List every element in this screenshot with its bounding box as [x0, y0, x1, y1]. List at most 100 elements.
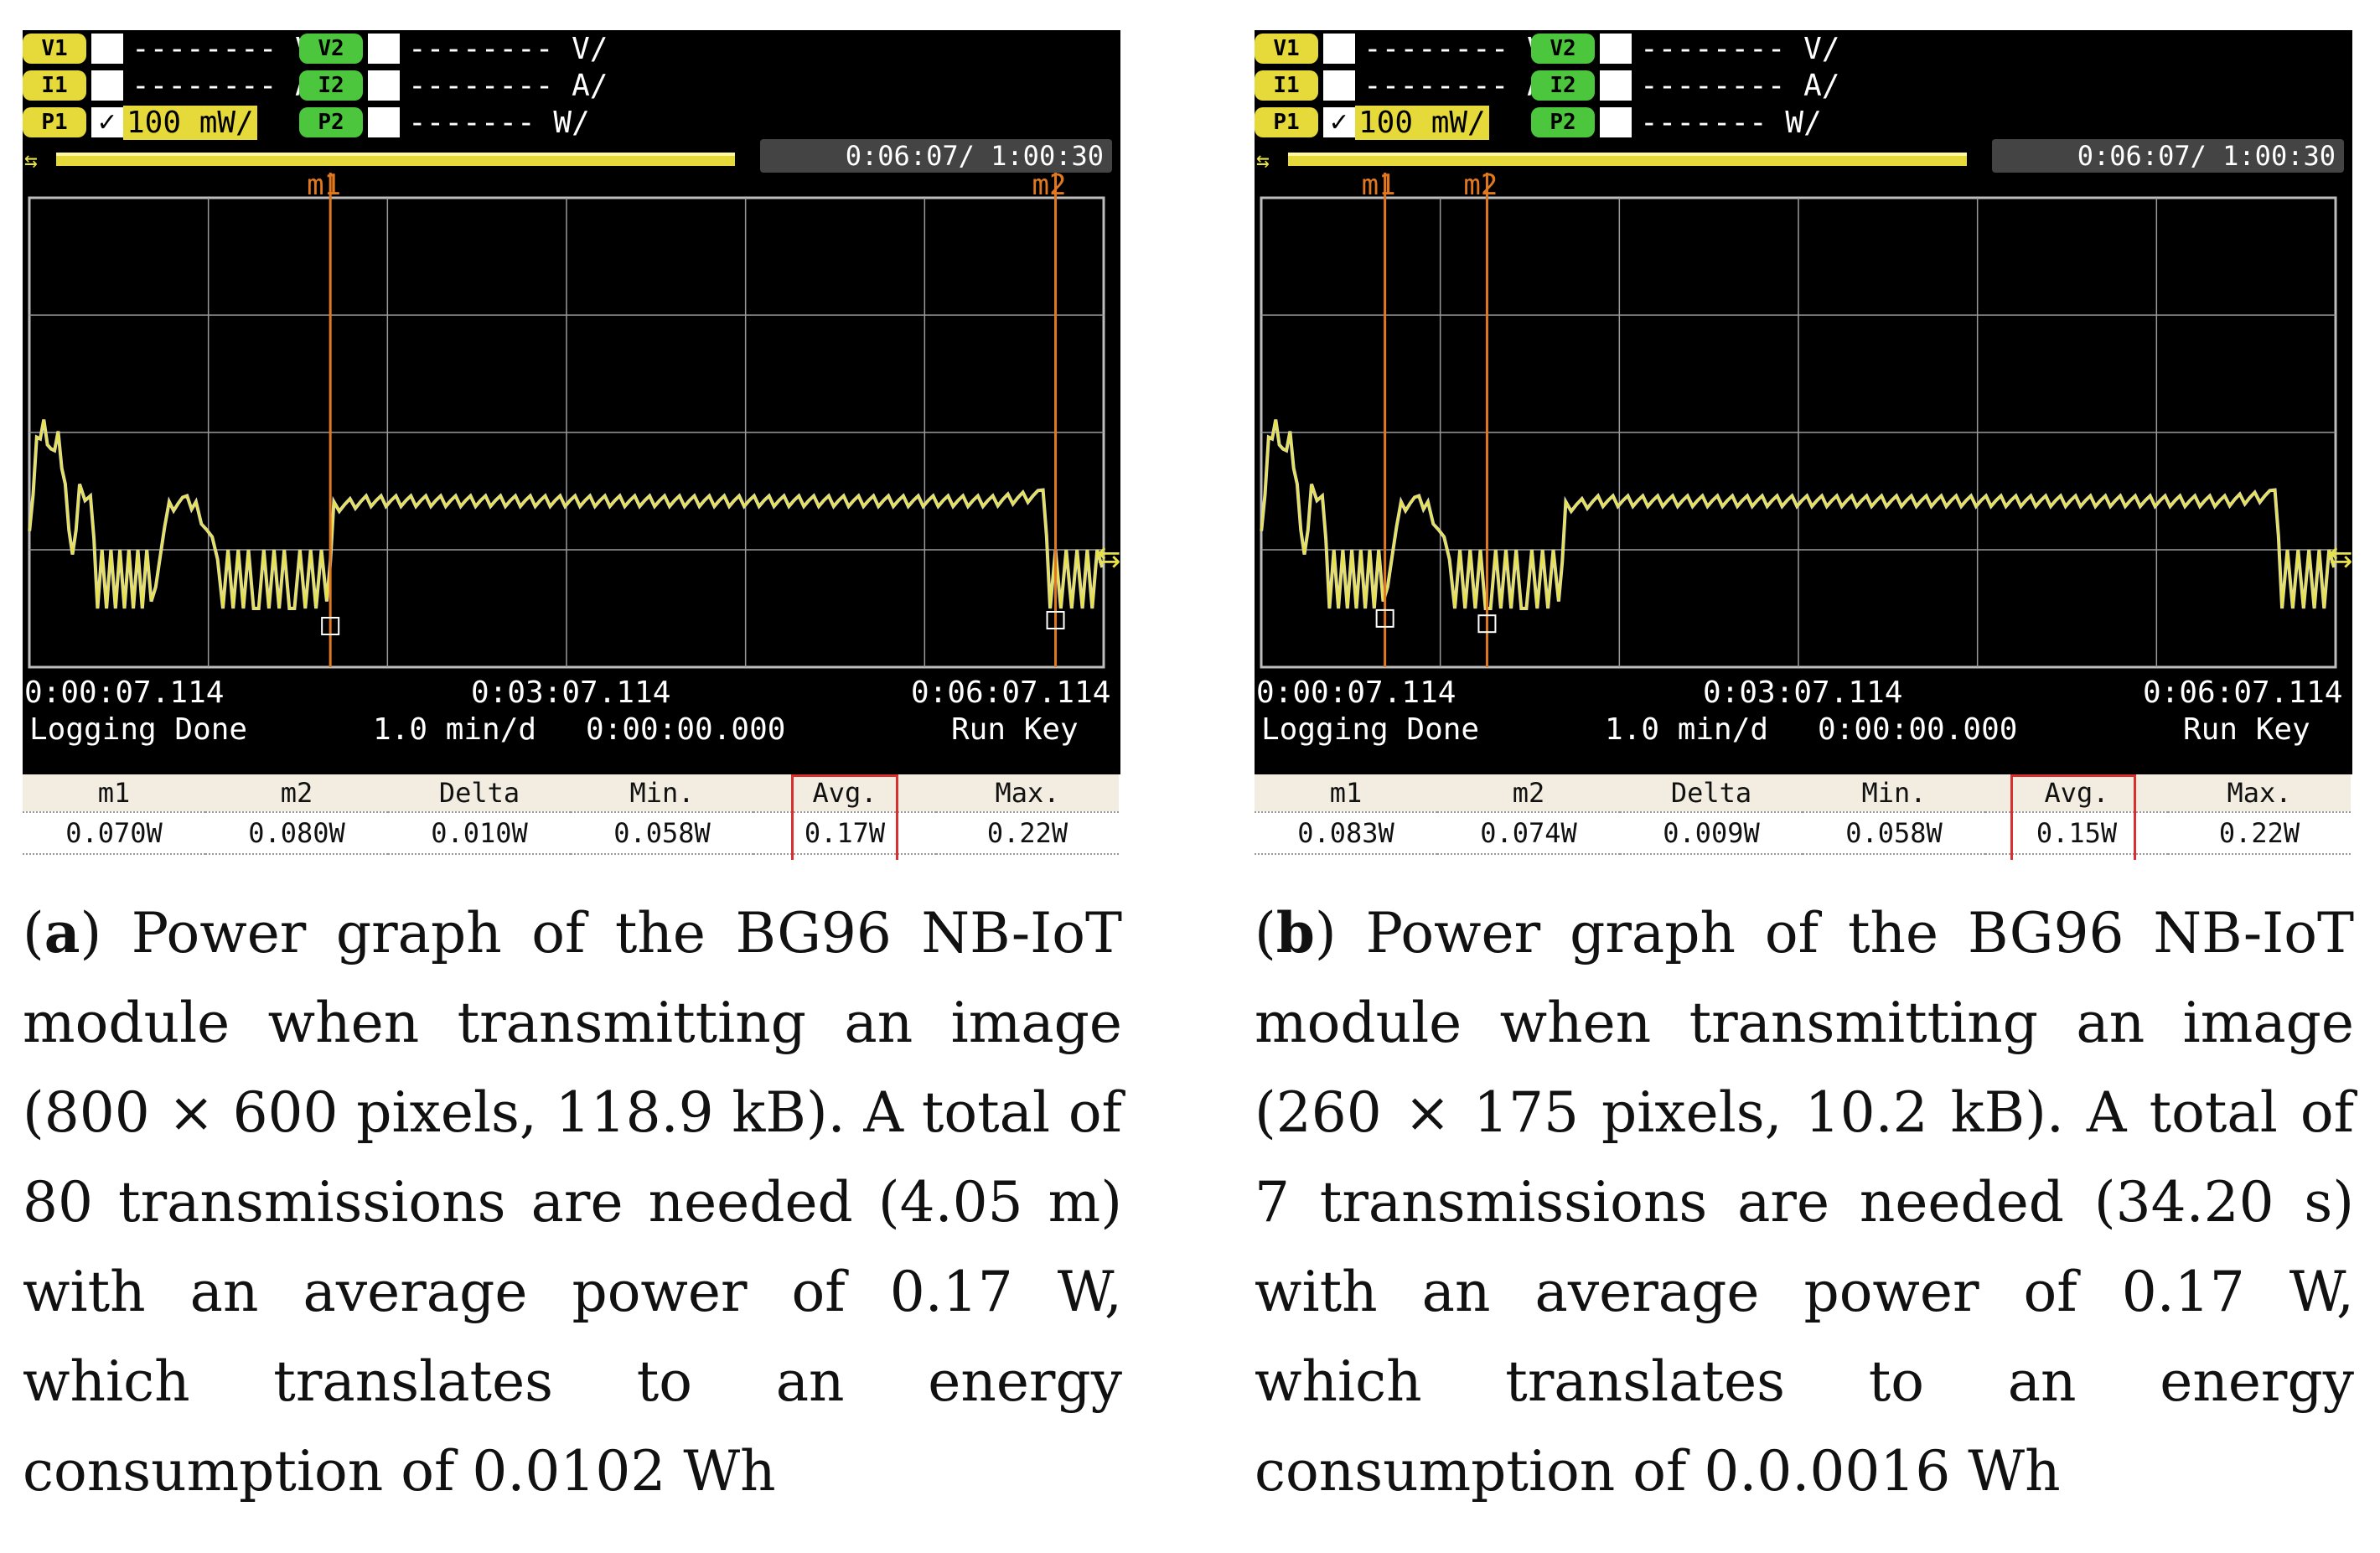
- channel-v1-badge[interactable]: V1: [1255, 34, 1318, 64]
- power-trace-line: [28, 419, 1104, 610]
- table-col-delta: Delta 0.010W 4.05m: [388, 774, 571, 860]
- table-header: Avg.: [753, 774, 936, 811]
- table-cell: 4.05m: [753, 853, 936, 860]
- measurement-table: m1 0.083W 48.602s m2 0.074W 1.38m Delta …: [1255, 774, 2352, 860]
- power-trace-line: [1260, 419, 2336, 610]
- channel-i1-checkbox[interactable]: [1323, 70, 1355, 101]
- time-start-label: 0:00:07.114: [1256, 676, 1456, 710]
- plot-footer: 0:00:07.114 0:03:07.114 0:06:07.114 Logg…: [1255, 674, 2352, 774]
- table-cell: 0.074W: [1437, 811, 1620, 853]
- table-cell: 0.083W: [1255, 811, 1437, 853]
- table-header: Max.: [936, 774, 1119, 811]
- trigger-arrow-icon: ⇆: [1097, 541, 1120, 574]
- table-cell: 1.77m: [571, 853, 753, 860]
- time-offset-label: 0:00:00.000: [586, 712, 786, 747]
- channel-i1-badge[interactable]: I1: [23, 70, 86, 101]
- table-cell: 48.516s: [1803, 853, 1985, 860]
- table-cell: 5.43m: [936, 853, 1119, 860]
- table-cell: 0.058W: [1803, 811, 1985, 853]
- channel-p2-badge[interactable]: P2: [299, 107, 363, 137]
- table-cell: 0.010W: [388, 811, 571, 853]
- avg-highlight-box: [791, 774, 898, 860]
- channel-p1-checkbox[interactable]: ✓: [1323, 107, 1355, 137]
- record-progress-bar: ⇆: [24, 148, 735, 173]
- channel-p1-checkbox[interactable]: ✓: [91, 107, 123, 137]
- channel-v2-checkbox[interactable]: [1600, 34, 1632, 64]
- channel-i2-checkbox[interactable]: [368, 70, 400, 101]
- table-col-m2: m2 0.080W 5.85m: [205, 774, 388, 860]
- marker-label-m1: m1: [307, 173, 341, 202]
- power-trace-plot: m1 m2 ⇆: [1260, 173, 2352, 669]
- table-col-max: Max. 0.22W 5.43m: [936, 774, 1119, 860]
- channel-i2-badge[interactable]: I2: [1531, 70, 1595, 101]
- scroll-arrows-icon: ⇆: [1256, 148, 1270, 173]
- table-header: Delta: [388, 774, 571, 811]
- channel-v1-checkbox[interactable]: [1323, 34, 1355, 64]
- table-header: Avg.: [1985, 774, 2168, 811]
- channel-i1-checkbox[interactable]: [91, 70, 123, 101]
- table-header: m2: [1437, 774, 1620, 811]
- time-end-label: 0:06:07.114: [911, 676, 1111, 710]
- power-trace-shadow: [1260, 419, 2336, 610]
- time-mid-label: 0:03:07.114: [471, 676, 671, 710]
- channel-v2-badge[interactable]: V2: [1531, 34, 1595, 64]
- channel-header: V1 -------- V/ V2 -------- V/ I1 -------…: [1255, 30, 2352, 156]
- channel-i2-badge[interactable]: I2: [299, 70, 363, 101]
- run-key-label: Run Key: [2183, 712, 2310, 747]
- table-cell: 0.070W: [23, 811, 205, 853]
- figure-caption-a: (a) Power graph of the BG96 NB-IoT modul…: [23, 900, 1122, 1504]
- marker-cursor-m2: [1046, 611, 1065, 629]
- table-header: m2: [205, 774, 388, 811]
- table-cell: 0.17W: [753, 811, 936, 853]
- table-col-min: Min. 0.058W 1.77m: [571, 774, 753, 860]
- marker-label-m2: m2: [1032, 173, 1067, 202]
- channel-v2-scale: -------- V/: [1640, 31, 1840, 66]
- channel-v1-checkbox[interactable]: [91, 34, 123, 64]
- channel-p2-scale: ------- W/: [1640, 105, 1822, 140]
- caption-label: b: [1275, 900, 1315, 965]
- table-header: Min.: [571, 774, 753, 811]
- measurement-table: m1 0.070W 1.80m m2 0.080W 5.85m Delta 0.…: [23, 774, 1120, 860]
- table-cell: 34.201s: [1620, 853, 1803, 860]
- table-header: Delta: [1620, 774, 1803, 811]
- channel-v2-badge[interactable]: V2: [299, 34, 363, 64]
- time-offset-label: 0:00:00.000: [1818, 712, 2018, 747]
- channel-header: V1 -------- V/ V2 -------- V/ I1 -------…: [23, 30, 1120, 156]
- scope-screen: V1 -------- V/ V2 -------- V/ I1 -------…: [23, 30, 1120, 860]
- table-cell: 48.602s: [1255, 853, 1437, 860]
- time-scale-label: 1.0 min/d: [1605, 712, 1769, 747]
- table-col-avg: Avg. 0.17W 4.05m: [753, 774, 936, 860]
- table-cell: 34.201s: [1985, 853, 2168, 860]
- marker-cursor-m1: [321, 617, 340, 635]
- channel-p2-checkbox[interactable]: [368, 107, 400, 137]
- table-cell: 5.85m: [205, 853, 388, 860]
- table-cell: 50.316s: [2168, 853, 2351, 860]
- trigger-arrow-icon: ⇆: [2329, 541, 2352, 574]
- channel-i1-badge[interactable]: I1: [1255, 70, 1318, 101]
- record-progress-bar: ⇆: [1256, 148, 1967, 173]
- marker-cursor-m2: [1477, 614, 1497, 634]
- channel-p1-badge[interactable]: P1: [1255, 107, 1318, 137]
- channel-p2-checkbox[interactable]: [1600, 107, 1632, 137]
- figure-panel-b: V1 -------- V/ V2 -------- V/ I1 -------…: [1255, 0, 2377, 1553]
- table-col-m1: m1 0.070W 1.80m: [23, 774, 205, 860]
- channel-v2-checkbox[interactable]: [368, 34, 400, 64]
- caption-text: ) Power graph of the BG96 NB-IoT module …: [23, 901, 1122, 1504]
- time-mid-label: 0:03:07.114: [1703, 676, 1903, 710]
- channel-p1-badge[interactable]: P1: [23, 107, 86, 137]
- table-cell: 4.05m: [388, 853, 571, 860]
- time-end-label: 0:06:07.114: [2143, 676, 2343, 710]
- table-cell: 1.38m: [1437, 853, 1620, 860]
- table-col-max: Max. 0.22W 50.316s: [2168, 774, 2351, 860]
- time-scale-label: 1.0 min/d: [373, 712, 537, 747]
- table-col-avg: Avg. 0.15W 34.201s: [1985, 774, 2168, 860]
- time-readout: 0:06:07/ 1:00:30: [1992, 139, 2344, 173]
- channel-p2-badge[interactable]: P2: [1531, 107, 1595, 137]
- avg-highlight-box: [2010, 774, 2136, 860]
- channel-v1-badge[interactable]: V1: [23, 34, 86, 64]
- channel-i2-checkbox[interactable]: [1600, 70, 1632, 101]
- channel-p1-scale: 100 mW/: [1355, 105, 1489, 140]
- channel-i2-scale: -------- A/: [408, 68, 608, 103]
- table-cell: 1.80m: [23, 853, 205, 860]
- table-header: Min.: [1803, 774, 1985, 811]
